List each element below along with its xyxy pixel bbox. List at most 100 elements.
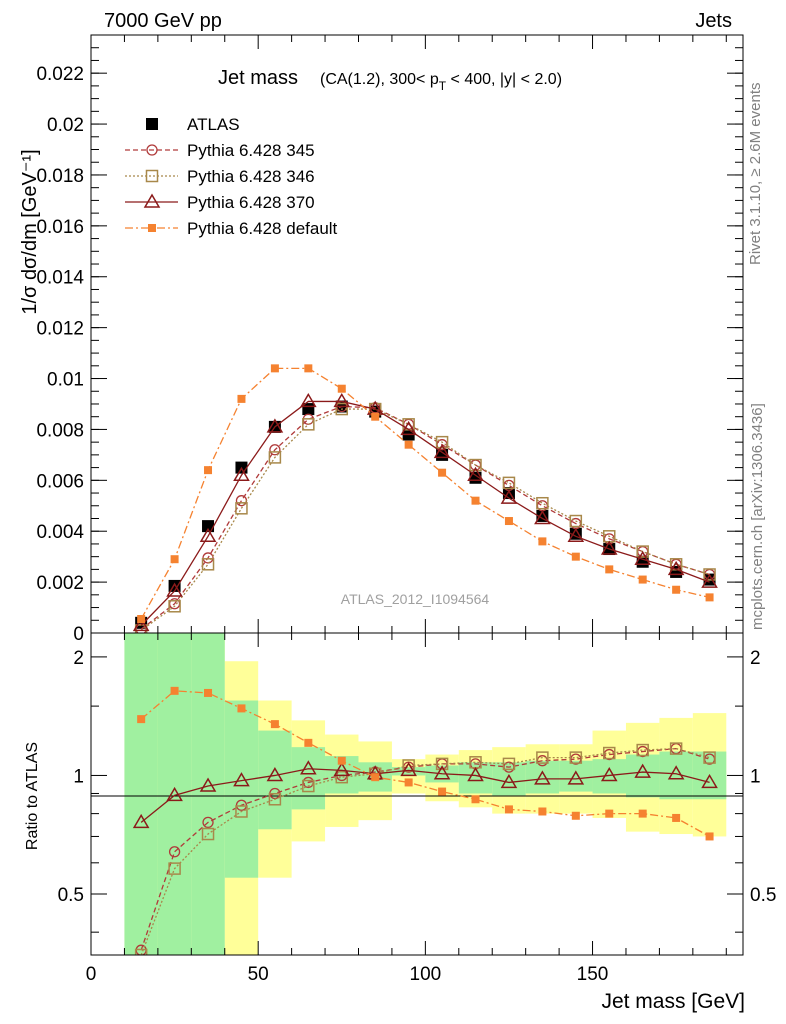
legend-marker (146, 144, 158, 156)
data-point (300, 760, 317, 775)
data-point (703, 568, 716, 581)
data-point (471, 496, 480, 505)
data-point (502, 476, 516, 490)
ratio-y-tick-label-right: 2 (750, 648, 761, 669)
data-point (302, 779, 315, 793)
data-point (335, 770, 349, 784)
data-point (337, 384, 346, 393)
data-point (605, 809, 614, 818)
data-point (636, 545, 649, 558)
data-point (201, 558, 215, 571)
ratio-y-tick-label: 1 (73, 766, 84, 787)
y-tick-label: 0.016 (36, 217, 84, 238)
legend-label: Pythia 6.428 370 (187, 193, 315, 212)
y-tick-label: 0.01 (47, 370, 84, 391)
ratio-bands (124, 633, 727, 955)
data-point (335, 402, 349, 416)
data-point (538, 537, 547, 546)
band-inner-bin (124, 633, 158, 955)
data-point (672, 813, 681, 822)
legend-marker (145, 169, 159, 183)
data-point (237, 394, 246, 403)
main-series (132, 364, 718, 637)
data-point (235, 495, 248, 507)
data-point (333, 392, 351, 408)
data-point (500, 773, 518, 789)
data-point (204, 688, 213, 697)
data-point (201, 827, 215, 841)
data-point (300, 392, 317, 408)
ratio-y-tick-label: 0.5 (58, 885, 84, 906)
y-tick-label: 0 (73, 624, 84, 645)
data-point (569, 751, 583, 764)
series-line (140, 690, 710, 838)
data-point (400, 761, 417, 777)
ratio-frame (90, 632, 744, 956)
data-point (467, 466, 484, 481)
data-point (500, 489, 518, 504)
data-point (371, 412, 380, 421)
data-point (703, 751, 716, 764)
data-point (166, 786, 183, 802)
data-point (469, 458, 482, 472)
data-point (636, 743, 649, 757)
ratio-y-tick-label-right: 1 (750, 766, 761, 787)
data-point (567, 770, 585, 785)
data-point (404, 440, 413, 449)
x-tick-label: 150 (577, 964, 609, 985)
watermark: ATLAS_2012_I1094564 (341, 591, 490, 607)
data-point (202, 816, 214, 829)
legend-marker (146, 118, 158, 130)
band-inner-bin (191, 633, 225, 955)
band-inner-bin (625, 754, 660, 798)
data-point (266, 766, 284, 782)
x-axis-label: Jet mass [GeV] (601, 990, 745, 1013)
y-tick-label: 0.008 (36, 420, 84, 441)
data-point (603, 746, 616, 760)
data-point (502, 757, 516, 771)
legend-label: Pythia 6.428 345 (187, 141, 315, 160)
main-series-pythia-6-428-370 (132, 392, 718, 632)
data-point (166, 582, 183, 597)
ratio-series (132, 686, 718, 955)
main-ylabel: 1/σ dσ/dm [GeV⁻¹] (19, 149, 41, 314)
data-point (269, 444, 281, 456)
data-point (567, 527, 585, 543)
data-point (266, 418, 284, 433)
data-point (137, 615, 146, 624)
data-point (504, 805, 513, 814)
header-left: 7000 GeV pp (104, 10, 222, 32)
band-inner-bin (559, 760, 593, 792)
data-point (168, 862, 181, 875)
data-point (202, 520, 215, 533)
data-point (536, 496, 549, 510)
data-point (701, 573, 718, 588)
y-tick-label: 0.004 (36, 522, 84, 543)
data-point (134, 948, 148, 955)
data-point (199, 777, 217, 792)
band-inner-bin (157, 633, 192, 955)
subscript: T (439, 79, 447, 93)
data-point (667, 560, 685, 576)
data-point (438, 787, 447, 796)
main-series-pythia-6-428-346 (134, 402, 716, 637)
main-panel: 0 0.002 0.004 0.006 0.008 0.01 0.012 0.014 0.016… (19, 34, 744, 645)
y-tick-label: 0.02 (47, 115, 84, 136)
data-point (669, 742, 683, 755)
x-tick-label: 100 (410, 964, 442, 985)
data-point (536, 751, 549, 764)
data-point (435, 435, 449, 449)
data-point (534, 510, 551, 525)
band-inner-bin (224, 700, 259, 878)
legend-marker (143, 193, 161, 208)
data-point (471, 795, 480, 804)
data-point (435, 757, 449, 771)
data-point (304, 738, 313, 747)
main-subtitle: (CA(1.2), 300< pT < 400, |y| < 2.0) (320, 71, 562, 93)
data-point (137, 715, 146, 724)
data-point (235, 805, 248, 818)
data-point (270, 720, 279, 729)
ratio-y-tick-label: 2 (73, 648, 84, 669)
data-point (705, 593, 714, 602)
